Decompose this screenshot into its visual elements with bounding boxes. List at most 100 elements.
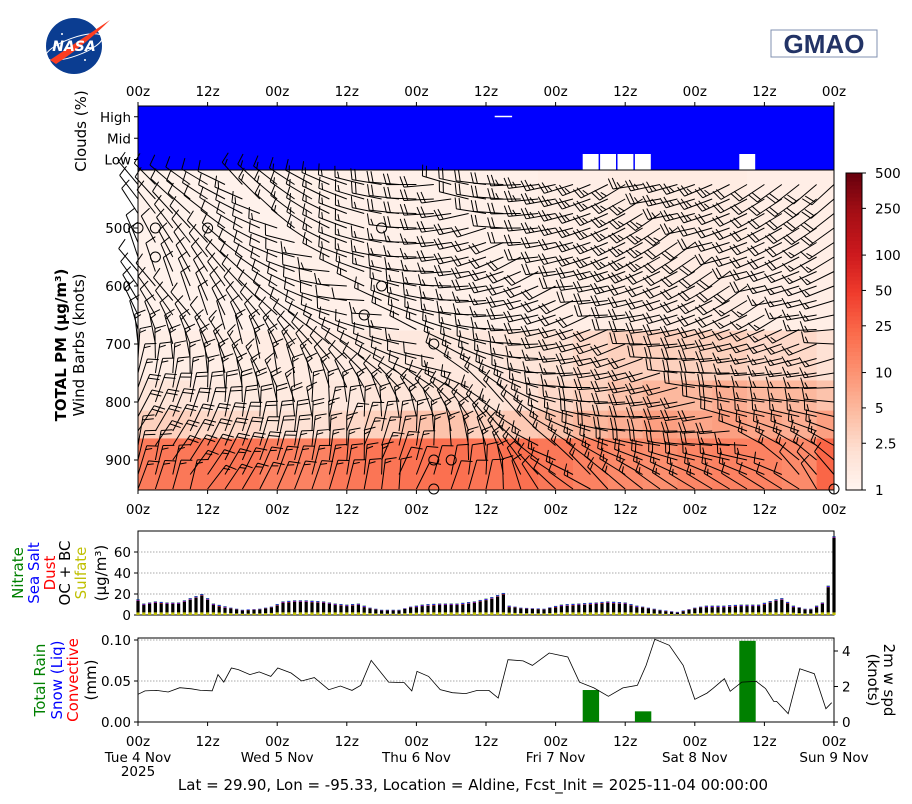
- wind-barb-flag: [289, 207, 292, 214]
- wind-barb-flag: [519, 406, 523, 413]
- wind-barb-flag: [594, 306, 600, 318]
- wind-barb-shaft: [543, 285, 574, 290]
- wind-barb-flag: [257, 189, 261, 197]
- colorbar-segment: [846, 478, 862, 483]
- aerosol-bar-sulfate: [496, 612, 500, 615]
- wind-barb-flag: [751, 299, 757, 306]
- wind-barb-flag: [350, 446, 358, 450]
- wind-barb-flag: [573, 189, 582, 199]
- wind-barb-shaft: [734, 453, 765, 461]
- wind-barb-flag: [219, 421, 231, 426]
- wind-barb-flag: [459, 346, 464, 358]
- wind-barb-flag: [711, 230, 720, 241]
- wind-barb-shaft: [328, 430, 334, 461]
- wind-barb-flag: [541, 303, 551, 313]
- aerosol-bar-sulfate: [803, 613, 807, 615]
- aerosol-bar-sulfate: [617, 612, 621, 615]
- wind-barb-flag: [555, 227, 563, 238]
- wind-barb-flag: [752, 335, 759, 341]
- wind-barb-flag: [501, 421, 505, 428]
- wind-barb-shaft: [772, 430, 800, 446]
- wind-barb-flag: [746, 295, 753, 306]
- wind-barb-shaft: [224, 402, 236, 432]
- wind-barb-flag: [302, 448, 310, 451]
- wind-barb-flag: [734, 346, 740, 352]
- wind-barb-shaft: [346, 459, 355, 490]
- wind-barb-flag: [167, 388, 180, 392]
- wind-barb-shaft: [259, 416, 269, 446]
- aerosol-bar-sulfate: [710, 612, 714, 615]
- wind-barb-flag: [234, 243, 240, 255]
- wind-barb-flag: [218, 337, 229, 345]
- wind-barb-flag: [388, 274, 392, 282]
- aerosol-bar-sulfate: [304, 612, 308, 615]
- wind-barb-shaft: [370, 289, 400, 301]
- calm-wind-circle: [428, 454, 440, 466]
- wind-barb-flag: [643, 238, 654, 246]
- wind-barb-shaft: [598, 213, 626, 229]
- time-tick-label: 12z: [195, 84, 219, 100]
- wind-barb-flag: [729, 282, 736, 293]
- wind-barb-flag: [486, 174, 492, 187]
- aerosol-bar-sulfate: [588, 612, 592, 615]
- wind-barb-flag: [437, 252, 444, 264]
- wind-barb-flag: [677, 186, 685, 197]
- wind-barb-flag: [558, 240, 567, 251]
- wind-barb-flag: [545, 449, 549, 462]
- aerosol-bar-oc-bc: [548, 608, 552, 614]
- aerosol-bar-sulfate: [693, 613, 697, 615]
- wind-barb-shaft: [421, 213, 452, 219]
- wind-barb-shaft: [786, 372, 817, 378]
- wind-barb-flag: [215, 188, 219, 200]
- wind-barb-flag: [450, 241, 458, 252]
- wind-barb-shaft: [756, 472, 783, 490]
- rain-bar: [582, 690, 600, 722]
- wind-barb-flag: [491, 324, 496, 331]
- aerosol-bar-sea-salt: [478, 600, 482, 602]
- wind-barb-flag: [730, 206, 740, 215]
- wind-barb-shaft: [149, 164, 174, 185]
- wind-barb-flag: [247, 344, 253, 351]
- wind-barb-shaft: [291, 321, 313, 345]
- wind-barb-shaft: [577, 400, 608, 403]
- wind-barb-shaft: [262, 317, 278, 345]
- pm-cell: [573, 379, 609, 411]
- wind-barb-flag: [386, 173, 391, 185]
- wind-barb-flag: [420, 191, 426, 203]
- colorbar-segment: [846, 264, 862, 269]
- wind-barb-shaft: [404, 352, 434, 359]
- aerosol-tick-label: 0: [122, 608, 131, 624]
- wind-barb-shaft: [648, 387, 678, 396]
- wind-barb-flag: [764, 308, 770, 320]
- wind-barb-flag: [729, 270, 737, 281]
- wind-barb-flag: [597, 416, 600, 429]
- wind-barb-flag: [419, 286, 422, 298]
- aerosol-bar-sulfate: [148, 612, 152, 615]
- wind-barb-flag: [487, 217, 492, 229]
- wind-barb-shaft: [787, 409, 817, 417]
- wind-barb-flag: [264, 315, 270, 322]
- wind-barb-flag: [642, 276, 652, 286]
- wind-barb-flag: [285, 366, 296, 374]
- aerosol-bar-sulfate: [554, 612, 558, 615]
- wind-barb-shaft: [735, 409, 765, 417]
- wind-barb-shaft: [683, 213, 713, 224]
- wind-barb-flag: [706, 468, 709, 476]
- wind-barb-flag: [527, 393, 531, 405]
- wind-barb-shaft: [649, 300, 678, 312]
- colorbar-segment: [846, 192, 862, 198]
- wind-barb-flag: [119, 165, 127, 176]
- wind-barb-flag: [560, 291, 565, 303]
- aerosol-bar-oc-bc: [762, 604, 766, 613]
- wind-barb-flag: [457, 319, 461, 326]
- wind-barb-shaft: [266, 260, 295, 272]
- wind-barb-flag: [321, 460, 334, 462]
- wind-barb-flag: [327, 372, 335, 377]
- wind-barb-shaft: [612, 329, 643, 333]
- aerosol-bar-sea-salt: [304, 600, 308, 602]
- colorbar-segment: [846, 454, 862, 459]
- wind-barb-shaft: [153, 277, 174, 301]
- wind-barb-shaft: [648, 314, 678, 324]
- wind-barb-flag: [337, 243, 340, 251]
- wind-barb-shaft: [294, 460, 306, 490]
